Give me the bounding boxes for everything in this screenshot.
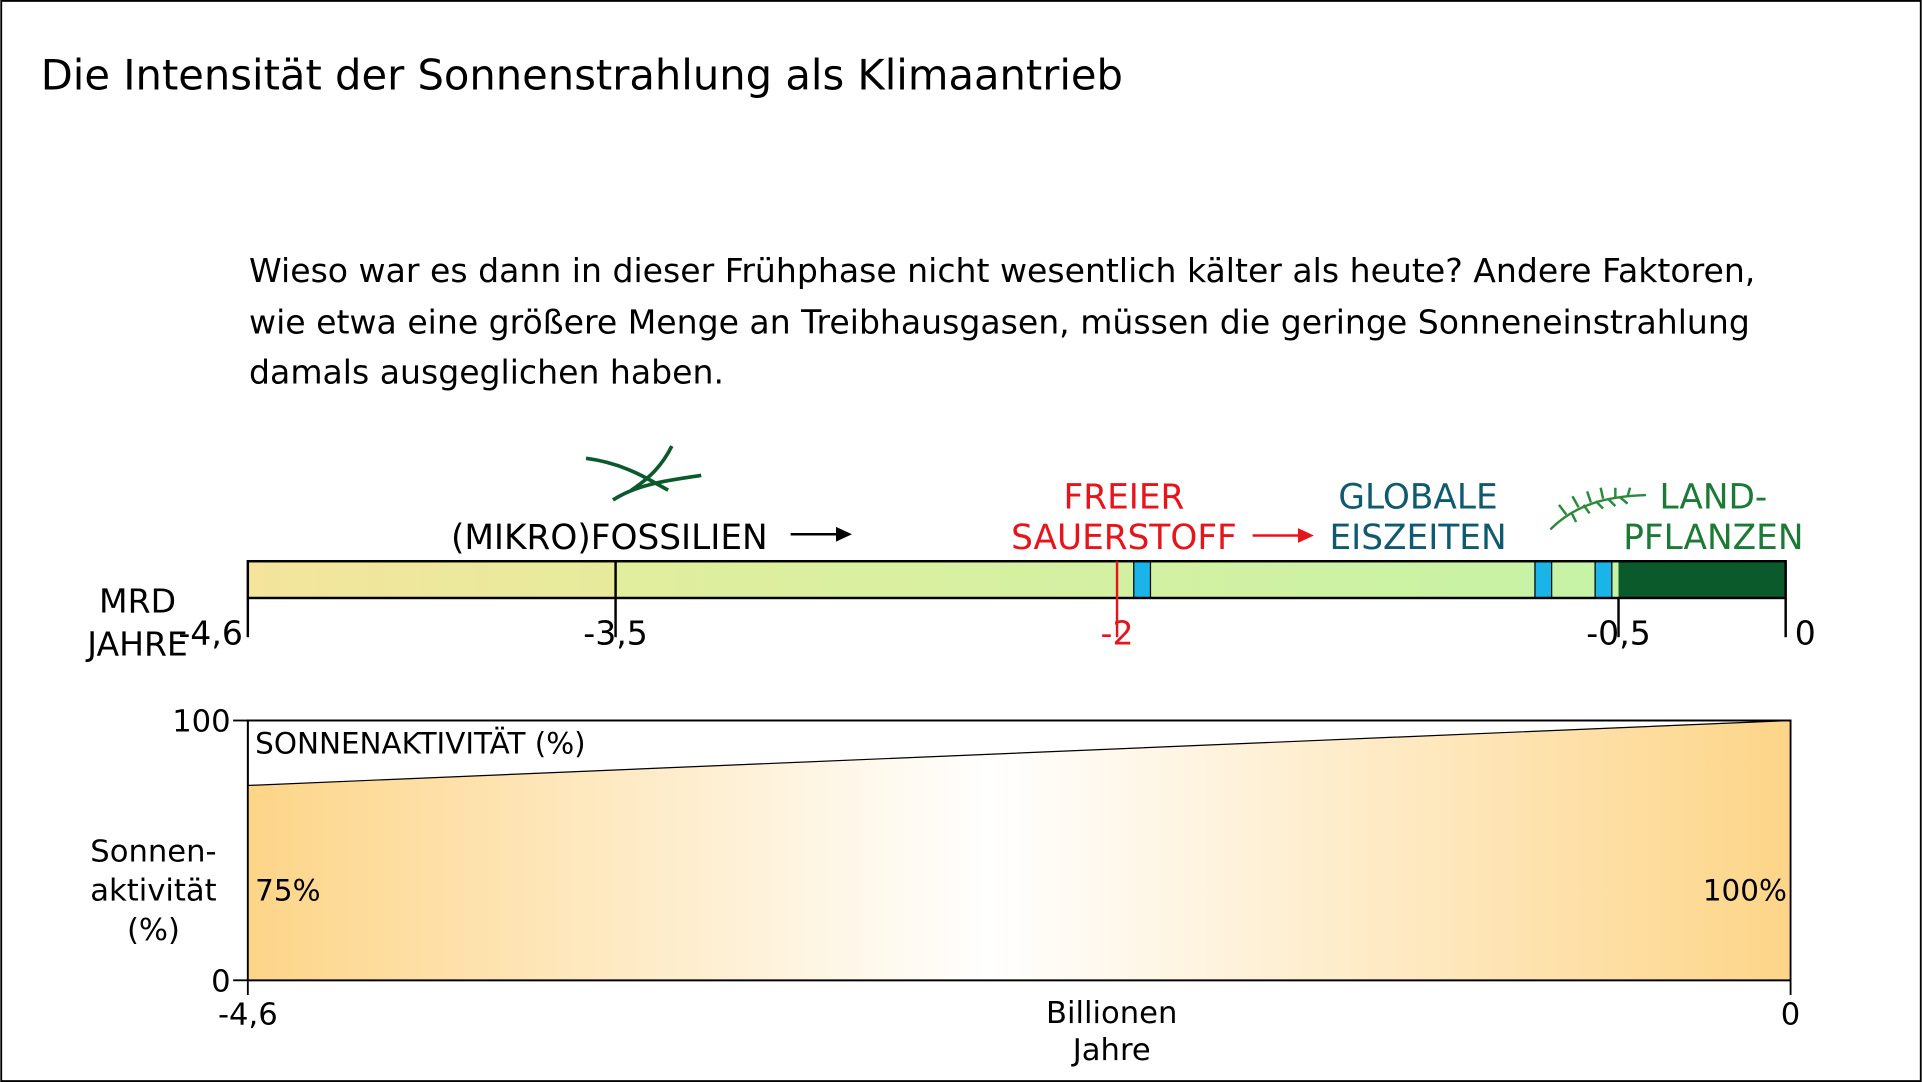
timeline-tick-label: -4,6 <box>178 614 243 653</box>
value-label: 100% <box>1703 874 1787 908</box>
paragraph-line: Wieso war es dann in dieser Frühphase ni… <box>249 251 1755 290</box>
event-label: SAUERSTOFF <box>1011 518 1237 558</box>
y-axis-label: Sonnen- <box>90 834 216 869</box>
period <box>1618 561 1786 598</box>
timeline-axis-label: JAHRE <box>85 625 188 664</box>
event-label: (MIKRO)FOSSILIEN <box>451 518 768 558</box>
value-label: 75% <box>255 874 320 908</box>
y-tick-label: 0 <box>211 964 231 999</box>
fossil-stroke <box>585 456 670 492</box>
event-label: LAND- <box>1659 478 1767 518</box>
period <box>247 561 616 598</box>
event-label: FREIER <box>1064 478 1185 518</box>
arrow-head <box>1297 528 1314 543</box>
ice-age <box>1133 560 1152 599</box>
y-axis-label: aktivität <box>90 874 216 909</box>
x-tick-label: 0 <box>1781 997 1801 1032</box>
paragraph-line: damals ausgeglichen haben. <box>249 353 724 392</box>
ice-age <box>1534 560 1553 599</box>
plot-outline <box>246 719 1792 982</box>
arrows <box>790 526 1314 543</box>
fossil-stroke <box>630 445 674 492</box>
timeline-tick-label: -3,5 <box>583 614 648 653</box>
event-label: GLOBALE <box>1338 478 1497 518</box>
y-tick-label: 100 <box>172 705 230 740</box>
fossil-stroke <box>611 473 702 502</box>
ice-age <box>1594 560 1613 599</box>
fossil-icon <box>585 445 702 502</box>
timeline-tick-label: -0,5 <box>1586 614 1651 653</box>
timeline-axis-label: MRD <box>99 582 176 621</box>
event-label: PFLANZEN <box>1623 518 1803 558</box>
arrow-head <box>836 526 852 542</box>
x-tick-label: -4,6 <box>218 997 278 1032</box>
fern-leaves <box>1557 487 1632 523</box>
timeline-tick-label: 0 <box>1795 614 1816 653</box>
y-axis-label: (%) <box>127 913 180 948</box>
x-axis-label: Billionen <box>1046 996 1177 1031</box>
event-label: EISZEITEN <box>1329 518 1506 558</box>
timeline-tick-label: -2 <box>1101 614 1134 653</box>
x-axis-label: Jahre <box>1071 1033 1151 1068</box>
series-name: SONNENAKTIVITÄT (%) <box>255 726 585 761</box>
timeline-frame <box>246 559 1787 600</box>
fern-stem <box>1549 493 1647 531</box>
fern-icon <box>1549 487 1647 531</box>
paragraph: Wieso war es dann in dieser Frühphase ni… <box>249 251 1755 392</box>
paragraph-line: wie etwa eine größere Menge an Treibhaus… <box>249 302 1750 341</box>
slide-title: Die Intensität der Sonnenstrahlung als K… <box>41 50 1123 99</box>
